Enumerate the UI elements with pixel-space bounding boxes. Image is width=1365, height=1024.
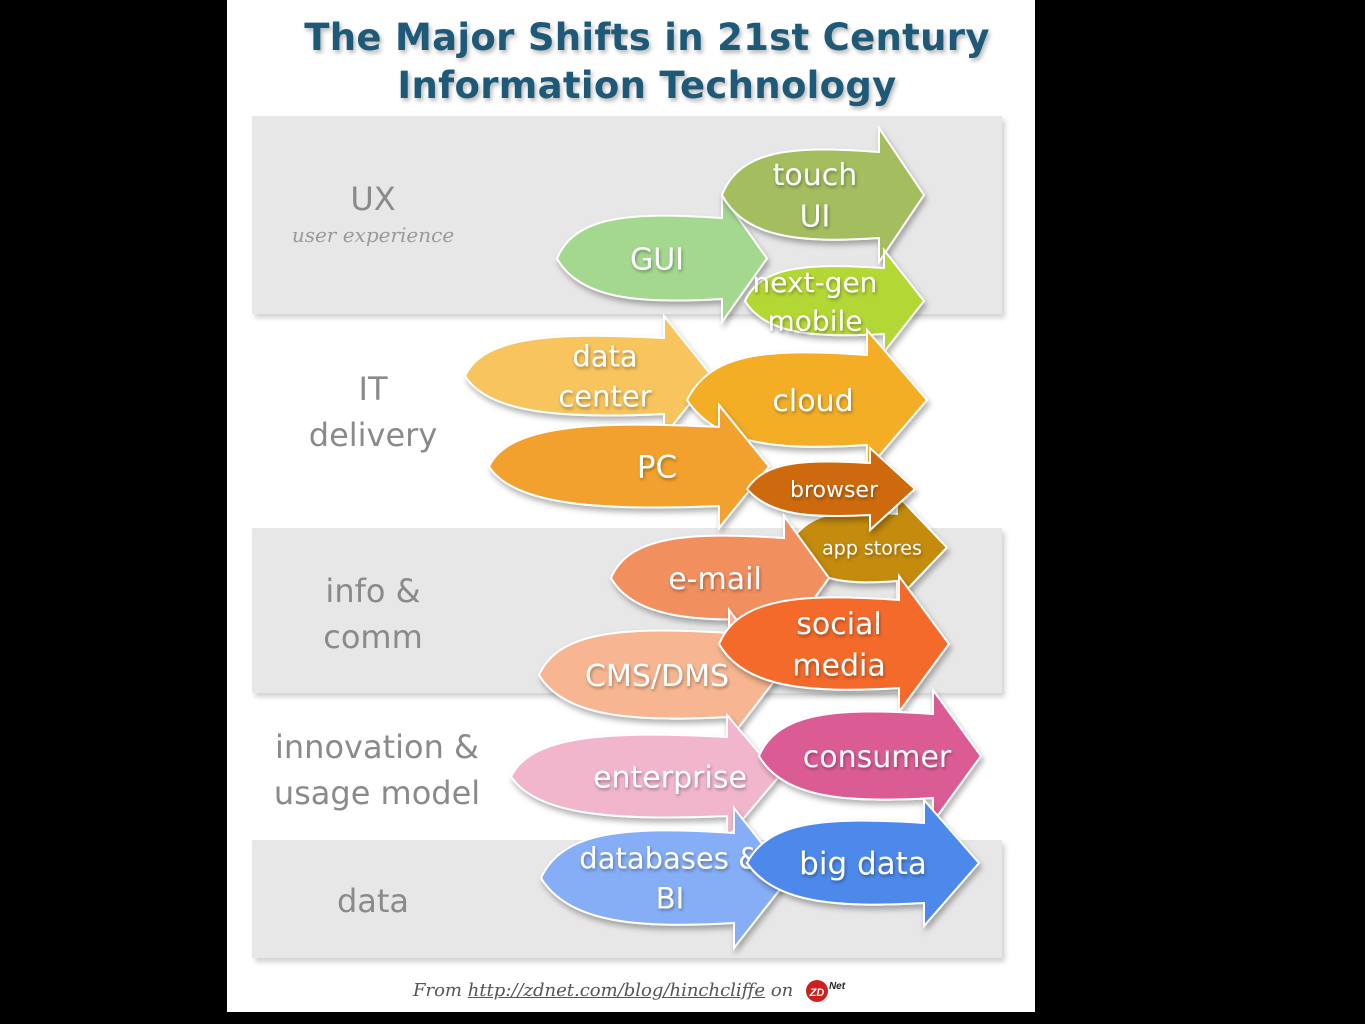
- arrow-label: social: [796, 607, 882, 642]
- source-credit: From http://zdnet.com/blog/hinchcliffe o…: [227, 978, 1035, 1004]
- arrow-label: big data: [799, 846, 927, 882]
- source-link[interactable]: http://zdnet.com/blog/hinchcliffe: [467, 980, 766, 1001]
- arrow-consumer: consumer: [757, 686, 983, 826]
- svg-text:Net: Net: [829, 981, 846, 992]
- arrow-cloud: cloud: [685, 327, 929, 473]
- arrow-label: BI: [656, 881, 684, 915]
- arrow-shape: [463, 313, 714, 439]
- arrow-label: PC: [637, 450, 677, 486]
- arrow-label: UI: [800, 200, 831, 235]
- arrow-label: enterprise: [593, 760, 747, 795]
- arrow-label: app stores: [822, 537, 922, 559]
- arrow-label: cloud: [772, 384, 853, 419]
- arrow-shape: [539, 805, 791, 951]
- arrow-browser: browser: [745, 445, 917, 533]
- page-title: The Major Shifts in 21st Century Informa…: [304, 16, 990, 107]
- arrow-next-gen-mobile: next-gen mobile: [743, 247, 926, 355]
- arrow-shape: [745, 445, 917, 533]
- arrow-shape: [757, 686, 983, 826]
- shift-arrows: GUI touch UI next-gen mobile data center cloud P…: [463, 124, 983, 951]
- arrow-gui: GUI: [555, 191, 769, 326]
- row-label-info-comm: info & comm: [323, 572, 423, 656]
- svg-text:ZD: ZD: [809, 987, 825, 999]
- arrow-shape: [717, 572, 951, 716]
- arrow-touch-ui: touch UI: [720, 124, 926, 266]
- row-label-innovation: innovation & usage model: [273, 728, 481, 812]
- arrow-shape: [743, 247, 926, 355]
- arrow-shape: [720, 124, 926, 266]
- zdnet-logo-icon: ZD Net: [806, 980, 846, 1002]
- arrow-shape: [487, 402, 771, 531]
- arrow-label: CMS/DMS: [585, 659, 729, 694]
- arrow-label: GUI: [630, 242, 684, 277]
- arrow-label: databases &: [579, 841, 760, 875]
- arrow-label: media: [792, 649, 885, 684]
- arrow-label: data: [572, 339, 637, 373]
- row-label-data: data: [336, 882, 410, 920]
- arrow-shape: [555, 191, 769, 326]
- arrow-label: touch: [773, 158, 858, 193]
- arrow-label: center: [558, 379, 651, 413]
- arrow-big-data: big data: [745, 797, 981, 929]
- arrow-databases-bi: databases & BI: [539, 805, 791, 951]
- arrow-label: browser: [790, 478, 879, 503]
- row-label-it-delivery: IT delivery: [308, 370, 438, 454]
- arrow-enterprise: enterprise: [509, 712, 781, 841]
- arrow-label: next-gen: [753, 266, 878, 299]
- arrow-shape: [745, 797, 981, 929]
- arrow-social-media: social media: [717, 572, 951, 716]
- diagram-canvas: The Major Shifts in 21st Century Informa…: [227, 0, 1035, 1012]
- arrow-pc: PC: [487, 402, 771, 531]
- arrow-label: consumer: [803, 740, 952, 775]
- row-sublabel-ux: user experience: [291, 223, 455, 247]
- row-label-ux: UX user experience: [263, 176, 483, 248]
- arrow-label: e-mail: [668, 562, 762, 597]
- arrow-data-center: data center: [463, 313, 714, 439]
- arrow-label: mobile: [768, 304, 863, 337]
